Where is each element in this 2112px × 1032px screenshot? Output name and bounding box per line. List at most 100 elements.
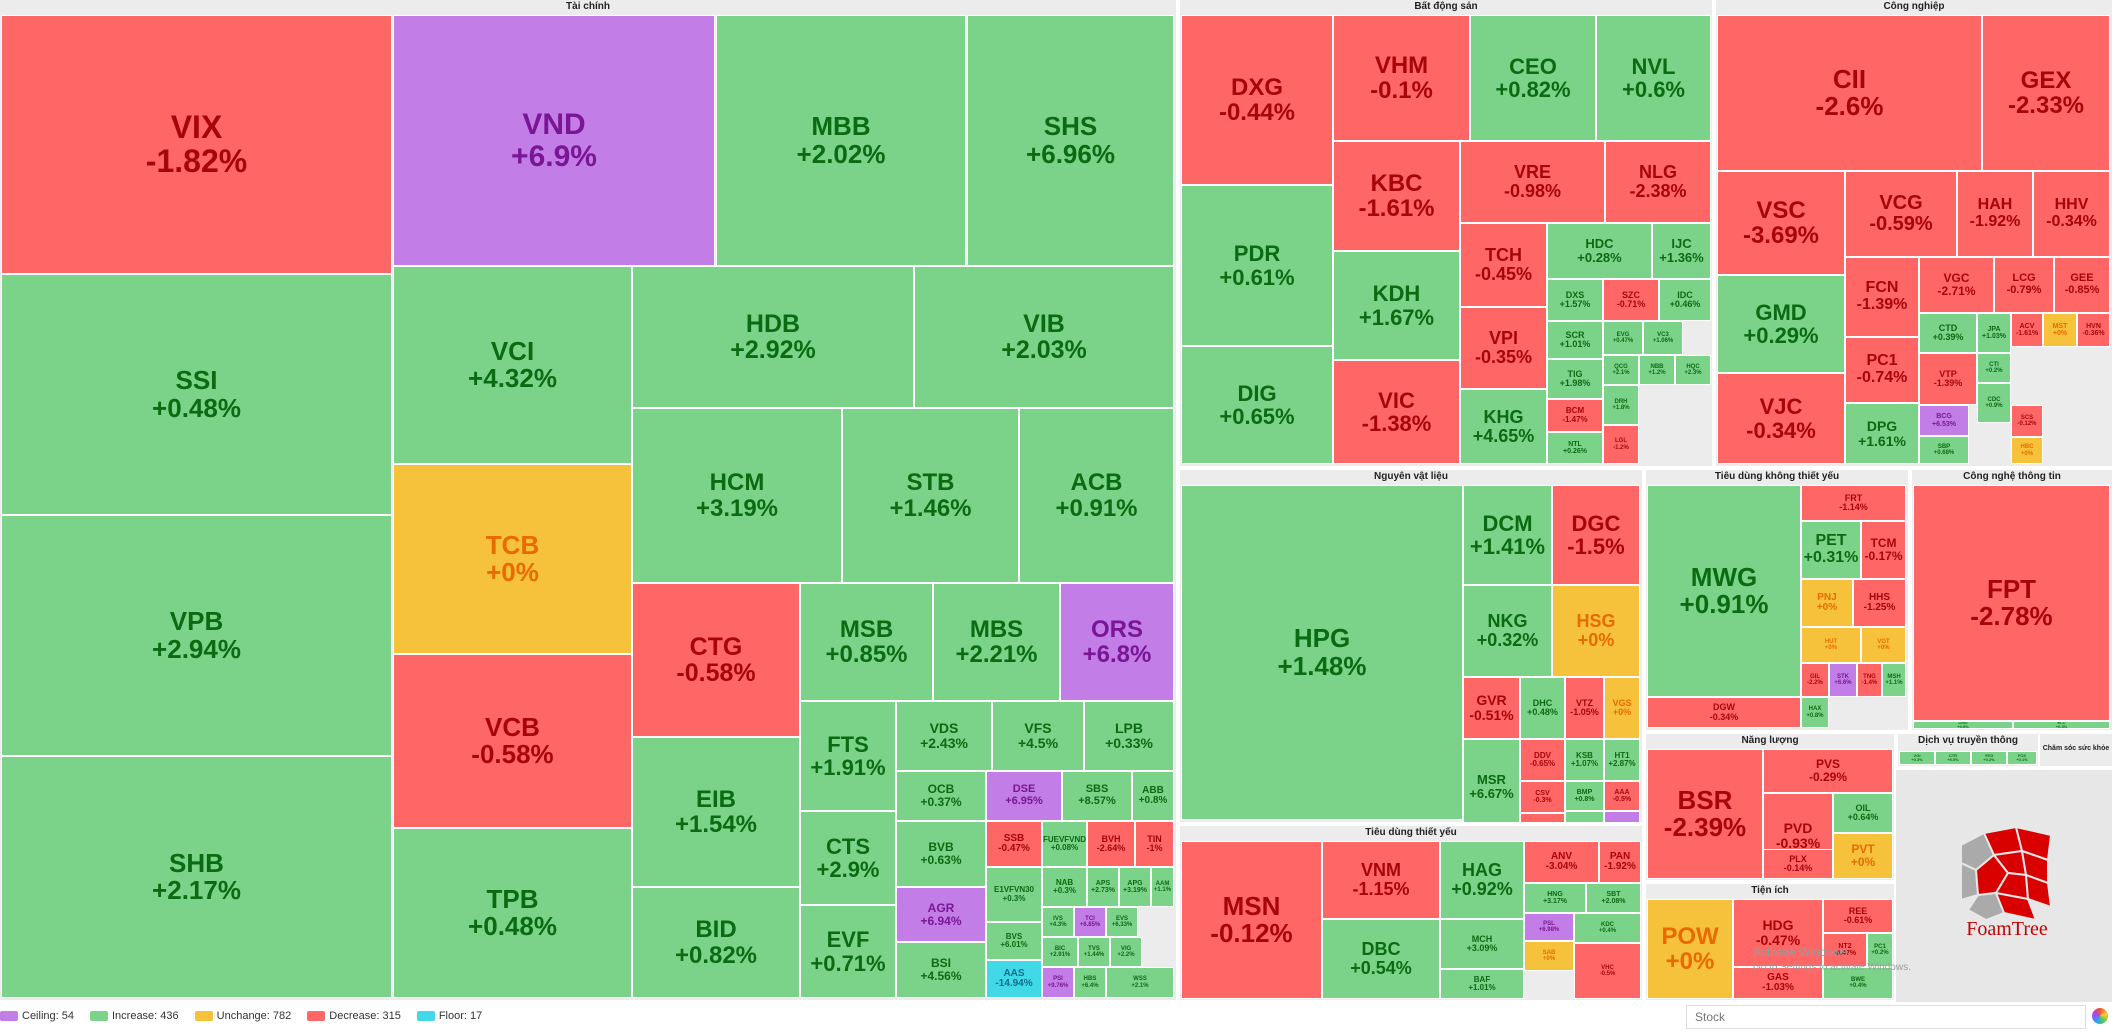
stock-tile-plx[interactable]: PLX -0.14%: [1763, 849, 1833, 879]
stock-tile-vix[interactable]: VIX -1.82%: [1, 15, 392, 274]
stock-tile-dgw[interactable]: DGW -0.34%: [1647, 697, 1801, 728]
stock-tile-hng[interactable]: HNG +3.17%: [1524, 883, 1586, 913]
stock-tile-vpb[interactable]: VPB +2.94%: [1, 515, 392, 756]
stock-tile-cdc[interactable]: CDC +0.9%: [1977, 383, 2011, 423]
stock-tile-vc3[interactable]: VC3 +1.06%: [1643, 321, 1683, 355]
stock-tile-mwg[interactable]: MWG +0.91%: [1647, 485, 1801, 697]
stock-tile-pvs[interactable]: PVS -0.29%: [1763, 749, 1893, 793]
stock-tile-hut[interactable]: HUT +0%: [1801, 627, 1861, 663]
stock-tile-hdg[interactable]: HDG -0.47%: [1733, 899, 1823, 967]
stock-tile-pdr[interactable]: PDR +0.61%: [1181, 185, 1333, 346]
stock-search-input[interactable]: [1686, 1005, 2086, 1029]
stock-tile-hah[interactable]: HAH -1.92%: [1957, 171, 2033, 257]
stock-tile-yeg[interactable]: YEG +0.2%: [1971, 751, 2007, 765]
stock-tile-sab[interactable]: SAB +0%: [1524, 941, 1574, 971]
stock-tile-scs[interactable]: SCS -0.12%: [2011, 405, 2043, 437]
stock-tile-kbc[interactable]: KBC -1.61%: [1333, 141, 1460, 251]
stock-tile-phr[interactable]: PHR+1.2%: [1565, 811, 1604, 822]
stock-tile-hhs[interactable]: HHS -1.25%: [1853, 579, 1906, 627]
stock-tile-bsi[interactable]: BSI +4.56%: [896, 942, 986, 998]
stock-tile-evf[interactable]: EVF +0.71%: [800, 905, 896, 998]
stock-tile-stb[interactable]: STB +1.46%: [842, 408, 1019, 583]
stock-tile-psi[interactable]: PSI +9.76%: [1042, 967, 1074, 998]
stock-tile-aam[interactable]: AAM +1.1%: [1151, 867, 1174, 907]
stock-tile-lpb[interactable]: LPB +0.33%: [1084, 701, 1174, 771]
stock-tile-vhc[interactable]: VHC -0.5%: [1574, 943, 1641, 999]
stock-tile-sbt[interactable]: SBT +2.08%: [1586, 883, 1641, 913]
stock-tile-jpa[interactable]: JPA +1.03%: [1977, 313, 2011, 353]
stock-tile-tcb[interactable]: TCB +0%: [393, 464, 632, 654]
stock-tile-pvt[interactable]: PVT +0%: [1833, 833, 1893, 879]
stock-tile-idc[interactable]: IDC +0.46%: [1659, 279, 1711, 321]
stock-tile-qcg[interactable]: QCG +2.1%: [1603, 355, 1639, 385]
stock-tile-cii[interactable]: CII -2.6%: [1717, 15, 1982, 171]
stock-tile-vjc[interactable]: VJC -0.34%: [1717, 373, 1845, 464]
stock-tile-kdh[interactable]: KDH +1.67%: [1333, 251, 1460, 360]
stock-tile-ijc[interactable]: IJC +1.36%: [1652, 223, 1711, 279]
stock-tile-mch[interactable]: MCH +3.09%: [1440, 919, 1524, 969]
stock-tile-vci[interactable]: VCI +4.32%: [393, 266, 632, 464]
stock-tile-bwe[interactable]: BWE +0.4%: [1823, 967, 1893, 999]
stock-tile-fpt[interactable]: FPT -2.78%: [1913, 485, 2110, 721]
stock-tile-bid[interactable]: BID +0.82%: [632, 887, 800, 998]
stock-tile-hvn[interactable]: HVN -0.36%: [2077, 313, 2110, 347]
stock-tile-vnd[interactable]: VND +6.9%: [393, 15, 715, 266]
stock-tile-tng[interactable]: TNG -1.4%: [1857, 663, 1882, 697]
stock-tile-acv[interactable]: ACV -1.61%: [2011, 313, 2043, 347]
stock-tile-wss[interactable]: WSS +2.1%: [1106, 967, 1174, 998]
stock-tile-cti[interactable]: CTI +0.2%: [1977, 353, 2011, 383]
stock-tile-vtp[interactable]: VTP -1.39%: [1919, 353, 1977, 405]
stock-tile-gil[interactable]: GIL -2.2%: [1801, 663, 1829, 697]
stock-tile-nlg[interactable]: NLG -2.38%: [1605, 141, 1711, 223]
stock-tile-tig[interactable]: TIG +1.98%: [1547, 359, 1603, 399]
stock-tile-dgc[interactable]: DGC -1.5%: [1552, 485, 1640, 585]
stock-tile-anv[interactable]: ANV -3.04%: [1524, 841, 1599, 883]
stock-tile-pc1[interactable]: PC1 +0.2%: [1867, 933, 1893, 967]
stock-tile-msr[interactable]: MSR +6.67%: [1463, 739, 1520, 822]
stock-tile-vds[interactable]: VDS +2.43%: [896, 701, 992, 771]
stock-tile-tch[interactable]: TCH -0.45%: [1460, 223, 1547, 307]
stock-tile-vpi[interactable]: VPI -0.35%: [1460, 307, 1547, 389]
stock-tile-msb[interactable]: MSB +0.85%: [800, 583, 933, 701]
stock-tile-dbc[interactable]: DBC +0.54%: [1322, 919, 1440, 999]
stock-tile-acb[interactable]: ACB +0.91%: [1019, 408, 1174, 583]
stock-tile-hbc[interactable]: HBC +0%: [2011, 437, 2043, 464]
stock-tile-hag[interactable]: HAG +0.92%: [1440, 841, 1524, 919]
stock-tile-pan[interactable]: PAN -1.92%: [1599, 841, 1641, 883]
stock-tile-hbs[interactable]: HBS +6.4%: [1074, 967, 1106, 998]
stock-tile-hax[interactable]: HAX +0.8%: [1801, 697, 1829, 728]
stock-tile-drh[interactable]: DRH +1.8%: [1603, 385, 1639, 425]
stock-tile-lcg[interactable]: LCG -0.79%: [1994, 257, 2054, 313]
stock-tile-vhm[interactable]: VHM -0.1%: [1333, 15, 1470, 141]
stock-tile-vgt[interactable]: VGT +0%: [1861, 627, 1906, 663]
stock-tile-baf[interactable]: BAF +1.01%: [1440, 969, 1524, 999]
stock-tile-tci[interactable]: TCI +6.85%: [1074, 907, 1106, 937]
stock-tile-tlh[interactable]: TLH+6.7%: [1604, 811, 1640, 822]
stock-tile-tvs[interactable]: TVS +1.44%: [1078, 937, 1110, 967]
stock-tile-ctd[interactable]: CTD +0.39%: [1919, 313, 1977, 353]
stock-tile-dpg[interactable]: DPG +1.61%: [1845, 403, 1919, 464]
palette-icon[interactable]: [2092, 1008, 2108, 1024]
stock-tile-vsc[interactable]: VSC -3.69%: [1717, 171, 1845, 275]
stock-tile-nbb[interactable]: NBB +1.2%: [1639, 355, 1675, 385]
stock-tile-ntl[interactable]: NTL +0.26%: [1547, 432, 1603, 464]
stock-tile-shs[interactable]: SHS +6.96%: [967, 15, 1174, 266]
stock-tile-dse[interactable]: DSE +6.95%: [986, 771, 1062, 821]
stock-tile-tin[interactable]: TIN -1%: [1135, 821, 1174, 867]
stock-tile-bcm[interactable]: BCM -1.47%: [1547, 399, 1603, 432]
stock-tile-aaa[interactable]: AAA -0.5%: [1604, 781, 1640, 811]
stock-tile-agr[interactable]: AGR +6.94%: [896, 887, 986, 942]
stock-tile-dxs[interactable]: DXS +1.57%: [1547, 279, 1603, 321]
stock-tile-pc1[interactable]: PC1 -0.74%: [1845, 337, 1919, 403]
stock-tile-gex[interactable]: GEX -2.33%: [1982, 15, 2110, 171]
stock-tile-fcn[interactable]: FCN -1.39%: [1845, 257, 1919, 337]
stock-tile-stk[interactable]: STK +6.6%: [1829, 663, 1857, 697]
stock-tile-frt[interactable]: FRT -1.14%: [1801, 485, 1906, 521]
stock-tile-evs[interactable]: EVS +6.33%: [1106, 907, 1138, 937]
stock-tile-vgs[interactable]: VGS +0%: [1604, 677, 1640, 739]
stock-tile-vre[interactable]: VRE -0.98%: [1460, 141, 1605, 223]
stock-tile-scr[interactable]: SCR +1.01%: [1547, 321, 1603, 359]
stock-tile-pow[interactable]: POW +0%: [1647, 899, 1733, 999]
stock-tile-tpb[interactable]: TPB +0.48%: [393, 828, 632, 998]
stock-tile-ddv[interactable]: DDV -0.65%: [1520, 739, 1565, 781]
